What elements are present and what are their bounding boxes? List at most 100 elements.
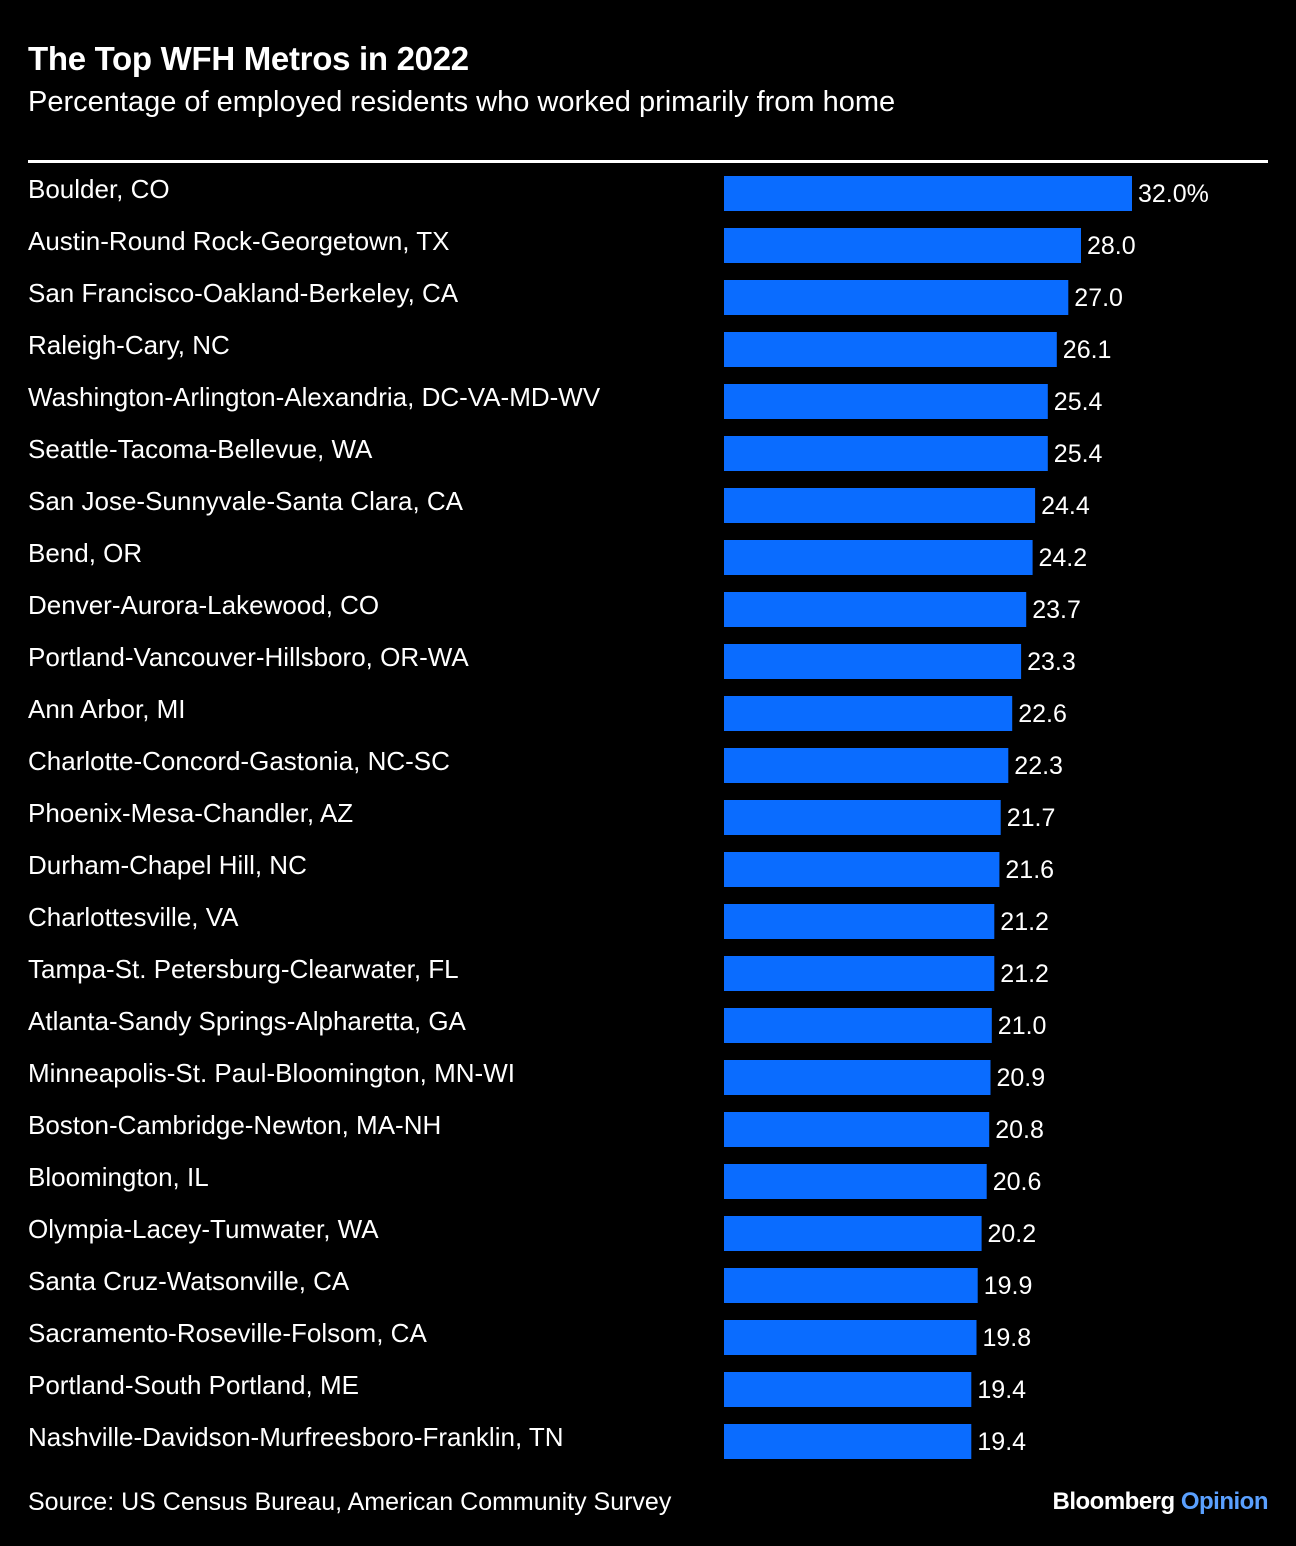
brand-primary: Bloomberg [1052, 1488, 1176, 1515]
bar [724, 1060, 991, 1095]
value-label: 22.3 [1014, 752, 1063, 780]
chart-title: The Top WFH Metros in 2022 [28, 40, 469, 77]
bar [724, 852, 1000, 887]
bar-row: Minneapolis-St. Paul-Bloomington, MN-WI 2… [28, 1058, 1045, 1095]
value-label: 21.2 [1000, 908, 1049, 936]
category-label: Tampa-St. Petersburg-Clearwater, FL [28, 954, 459, 984]
bar [724, 644, 1022, 679]
bar-row: Bloomington, IL 20.6 [28, 1162, 1041, 1199]
bar [724, 488, 1036, 523]
bar [724, 800, 1001, 835]
category-label: Austin-Round Rock-Georgetown, TX [28, 226, 450, 256]
value-label: 24.4 [1041, 492, 1090, 520]
category-label: Ann Arbor, MI [28, 694, 186, 724]
category-label: Sacramento-Roseville-Folsom, CA [28, 1318, 427, 1348]
category-label: Charlotte-Concord-Gastonia, NC-SC [28, 746, 450, 776]
category-label: Nashville-Davidson-Murfreesboro-Franklin… [28, 1422, 564, 1452]
bar [724, 1164, 987, 1199]
category-label: Denver-Aurora-Lakewood, CO [28, 590, 379, 620]
value-label: 22.6 [1018, 700, 1067, 728]
bar-row: Ann Arbor, MI 22.6 [28, 694, 1067, 731]
value-label: 20.2 [988, 1220, 1037, 1248]
bar-row: Boston-Cambridge-Newton, MA-NH 20.8 [28, 1110, 1044, 1147]
category-label: Seattle-Tacoma-Bellevue, WA [28, 434, 373, 464]
value-label: 23.7 [1032, 596, 1081, 624]
bar [724, 956, 995, 991]
bar-row: Phoenix-Mesa-Chandler, AZ 21.7 [28, 798, 1055, 835]
bar-row: Bend, OR 24.2 [28, 538, 1087, 575]
bar-row: Atlanta-Sandy Springs-Alpharetta, GA 21.0 [28, 1006, 1046, 1043]
bar-row: Nashville-Davidson-Murfreesboro-Franklin… [28, 1422, 1026, 1459]
bar-row: Portland-Vancouver-Hillsboro, OR-WA 23.3 [28, 642, 1076, 679]
value-label: 21.6 [1005, 856, 1054, 884]
bar [724, 1372, 972, 1407]
bar-row: San Jose-Sunnyvale-Santa Clara, CA 24.4 [28, 486, 1090, 523]
bar-row: Boulder, CO 32.0% [28, 174, 1209, 211]
bar [724, 228, 1081, 263]
bar-row: Charlotte-Concord-Gastonia, NC-SC 22.3 [28, 746, 1063, 783]
bar-row: Charlottesville, VA 21.2 [28, 902, 1049, 939]
category-label: Santa Cruz-Watsonville, CA [28, 1266, 350, 1296]
category-label: Bloomington, IL [28, 1162, 209, 1192]
value-label: 20.8 [995, 1116, 1044, 1144]
bar [724, 1320, 977, 1355]
category-label: Portland-South Portland, ME [28, 1370, 359, 1400]
bar-row: Seattle-Tacoma-Bellevue, WA 25.4 [28, 434, 1103, 471]
value-label: 32.0% [1138, 180, 1209, 208]
category-label: Atlanta-Sandy Springs-Alpharetta, GA [28, 1006, 467, 1036]
bar [724, 280, 1069, 315]
bar-row: Austin-Round Rock-Georgetown, TX 28.0 [28, 226, 1136, 263]
bar-row: Sacramento-Roseville-Folsom, CA 19.8 [28, 1318, 1031, 1355]
bar-row: Washington-Arlington-Alexandria, DC-VA-M… [28, 382, 1103, 419]
bar [724, 332, 1057, 367]
category-label: Portland-Vancouver-Hillsboro, OR-WA [28, 642, 469, 672]
category-label: Phoenix-Mesa-Chandler, AZ [28, 798, 353, 828]
category-label: Bend, OR [28, 538, 142, 568]
value-label: 21.7 [1007, 804, 1056, 832]
bar-row: Portland-South Portland, ME 19.4 [28, 1370, 1026, 1407]
bar [724, 1008, 992, 1043]
category-label: Charlottesville, VA [28, 902, 239, 932]
category-label: San Jose-Sunnyvale-Santa Clara, CA [28, 486, 464, 516]
category-label: Boston-Cambridge-Newton, MA-NH [28, 1110, 441, 1140]
value-label: 20.9 [997, 1064, 1046, 1092]
value-label: 20.6 [993, 1168, 1042, 1196]
bar-row: Durham-Chapel Hill, NC 21.6 [28, 850, 1054, 887]
category-label: Boulder, CO [28, 174, 170, 204]
value-label: 25.4 [1054, 440, 1103, 468]
bar [724, 592, 1027, 627]
value-label: 26.1 [1063, 336, 1112, 364]
category-label: Olympia-Lacey-Tumwater, WA [28, 1214, 379, 1244]
category-label: Durham-Chapel Hill, NC [28, 850, 307, 880]
bar [724, 176, 1132, 211]
value-label: 25.4 [1054, 388, 1103, 416]
value-label: 23.3 [1027, 648, 1076, 676]
category-label: San Francisco-Oakland-Berkeley, CA [28, 278, 459, 308]
bar [724, 1216, 982, 1251]
chart-subtitle: Percentage of employed residents who wor… [28, 86, 896, 118]
value-label: 28.0 [1087, 232, 1136, 260]
value-label: 27.0 [1074, 284, 1123, 312]
bar [724, 540, 1033, 575]
bar-row: Olympia-Lacey-Tumwater, WA 20.2 [28, 1214, 1036, 1251]
category-label: Washington-Arlington-Alexandria, DC-VA-M… [28, 382, 601, 412]
value-label: 24.2 [1039, 544, 1088, 572]
category-label: Minneapolis-St. Paul-Bloomington, MN-WI [28, 1058, 515, 1088]
bar [724, 696, 1013, 731]
source-note: Source: US Census Bureau, American Commu… [28, 1488, 672, 1516]
bar [724, 1112, 990, 1147]
value-label: 19.4 [977, 1428, 1026, 1456]
bar-row: Denver-Aurora-Lakewood, CO 23.7 [28, 590, 1081, 627]
bar-row: San Francisco-Oakland-Berkeley, CA 27.0 [28, 278, 1123, 315]
bar [724, 1424, 972, 1459]
value-label: 21.0 [998, 1012, 1047, 1040]
bar-row: Santa Cruz-Watsonville, CA 19.9 [28, 1266, 1032, 1303]
bar [724, 1268, 978, 1303]
bar [724, 436, 1048, 471]
value-label: 19.8 [983, 1324, 1032, 1352]
brand-logo: Bloomberg Opinion [1053, 1488, 1269, 1516]
bar [724, 904, 995, 939]
value-label: 19.9 [984, 1272, 1033, 1300]
bar-row: Raleigh-Cary, NC 26.1 [28, 330, 1111, 367]
